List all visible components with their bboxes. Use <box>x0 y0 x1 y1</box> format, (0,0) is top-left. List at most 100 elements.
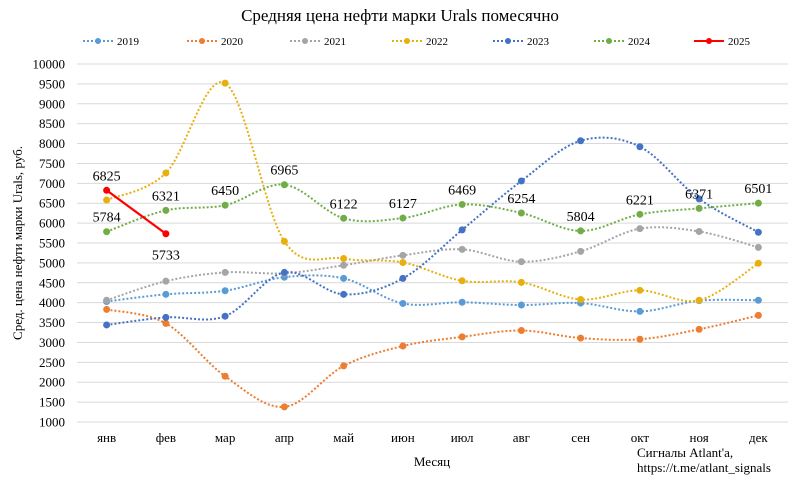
series-line-2025 <box>105 189 167 235</box>
y-tick-label: 5000 <box>39 255 65 270</box>
data-point-2022 <box>636 286 644 294</box>
data-point-2023 <box>399 274 407 282</box>
data-point-2024 <box>754 199 762 207</box>
data-point-2022 <box>162 169 170 177</box>
data-label-2024: 6321 <box>152 189 180 204</box>
y-axis-ticks: 1000 1500 2000 2500 3000 3500 4000 4500 5000 5500… <box>33 57 66 430</box>
data-point-2023 <box>754 228 762 236</box>
y-tick-label: 1000 <box>39 415 65 430</box>
y-axis-label: Сред. цена нефти марки Urals, руб. <box>10 146 25 340</box>
data-point-2024 <box>458 200 466 208</box>
data-point-2020 <box>517 327 525 335</box>
chart-title: Средняя цена нефти марки Urals помесячно <box>241 6 559 25</box>
data-point-2022 <box>577 295 585 303</box>
annotation-line-1: Сигналы Atlant'a, <box>637 445 733 460</box>
data-point-2022 <box>754 259 762 267</box>
data-point-2019 <box>399 299 407 307</box>
data-point-2019 <box>636 307 644 315</box>
data-point-2020 <box>399 342 407 350</box>
data-point-2020 <box>280 403 288 411</box>
data-point-2023 <box>103 321 111 329</box>
series-line-2021 <box>106 226 759 302</box>
data-point-2023 <box>517 177 525 185</box>
y-tick-label: 2000 <box>39 375 65 390</box>
data-point-2023 <box>577 137 585 145</box>
data-point-2025 <box>103 186 111 194</box>
data-point-2024 <box>695 204 703 212</box>
data-label-2024: 6450 <box>211 184 239 199</box>
series-line-2020 <box>106 308 759 408</box>
data-point-2019 <box>340 274 348 282</box>
data-label-2024: 6371 <box>685 187 713 202</box>
y-tick-label: 2500 <box>39 355 65 370</box>
data-point-2023 <box>162 313 170 321</box>
data-label-2024: 5784 <box>93 211 121 226</box>
data-point-2023 <box>458 226 466 234</box>
legend-label-2019: 2019 <box>117 36 140 48</box>
y-tick-label: 8500 <box>39 116 65 131</box>
legend-marker-2025 <box>706 38 712 44</box>
x-tick-label: сен <box>571 430 590 445</box>
data-point-2019 <box>162 290 170 298</box>
y-tick-label: 3500 <box>39 315 65 330</box>
x-tick-label: ноя <box>690 430 709 445</box>
data-point-2020 <box>577 334 585 342</box>
data-point-2021 <box>636 225 644 233</box>
data-label-2025: 6825 <box>93 169 121 184</box>
data-point-2021 <box>103 296 111 304</box>
data-point-2023 <box>636 143 644 151</box>
y-tick-label: 8000 <box>39 136 65 151</box>
legend-label-2021: 2021 <box>324 36 346 48</box>
data-point-2023 <box>280 268 288 276</box>
data-point-2024 <box>399 214 407 222</box>
data-point-2022 <box>221 79 229 87</box>
x-tick-label: июл <box>451 430 474 445</box>
data-label-2024: 6254 <box>507 192 535 207</box>
annotation-line-2: https://t.me/atlant_signals <box>637 460 771 475</box>
series-line-2024 <box>106 183 759 233</box>
data-point-2024 <box>221 201 229 209</box>
legend-label-2025: 2025 <box>728 36 751 48</box>
legend-marker-2024 <box>606 38 612 44</box>
data-point-2020 <box>103 305 111 313</box>
data-point-2022 <box>399 258 407 266</box>
x-tick-label: янв <box>97 430 116 445</box>
data-point-2019 <box>458 298 466 306</box>
data-point-2022 <box>695 296 703 304</box>
legend-label-2023: 2023 <box>527 36 550 48</box>
x-tick-label: авг <box>513 430 530 445</box>
data-label-2024: 6122 <box>330 197 358 212</box>
data-point-2020 <box>221 372 229 380</box>
legend-marker-2020 <box>199 38 205 44</box>
data-point-2021 <box>221 268 229 276</box>
data-point-2024 <box>280 181 288 189</box>
x-tick-label: фев <box>156 430 176 445</box>
data-point-2021 <box>162 277 170 285</box>
y-tick-label: 1500 <box>39 395 65 410</box>
data-point-2024 <box>103 228 111 236</box>
series-line-2022 <box>106 81 759 303</box>
data-point-2021 <box>577 247 585 255</box>
x-tick-label: дек <box>749 430 768 445</box>
series-group <box>103 79 762 411</box>
data-point-2023 <box>221 312 229 320</box>
data-point-2020 <box>340 362 348 370</box>
data-point-2023 <box>340 290 348 298</box>
gridlines <box>77 63 788 423</box>
data-point-2021 <box>754 243 762 251</box>
legend: 2019 2020 2021 2022 2023 2024 2025 <box>83 36 751 48</box>
legend-label-2020: 2020 <box>221 36 244 48</box>
series-line-2023 <box>106 136 759 326</box>
data-label-2024: 6501 <box>744 182 772 197</box>
data-point-2021 <box>458 245 466 253</box>
data-point-2024 <box>340 214 348 222</box>
y-tick-label: 7000 <box>39 176 65 191</box>
data-point-2024 <box>636 210 644 218</box>
x-tick-label: мар <box>215 430 235 445</box>
data-labels: 5784 6321 6450 6965 6122 6127 6469 6254 5804 6221… <box>93 164 773 264</box>
data-point-2022 <box>280 237 288 245</box>
data-point-2020 <box>458 333 466 341</box>
y-tick-label: 7500 <box>39 156 65 171</box>
y-tick-label: 9000 <box>39 96 65 111</box>
